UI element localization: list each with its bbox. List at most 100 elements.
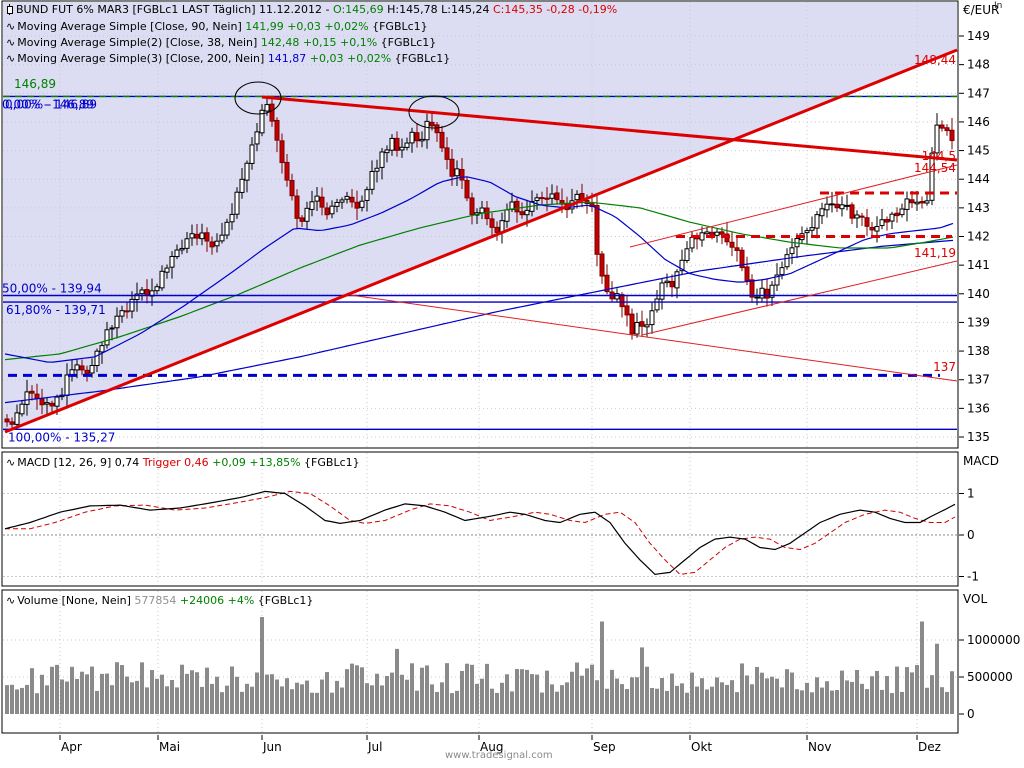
volume-bar (740, 663, 744, 714)
volume-bar (800, 690, 804, 714)
volume-bar (630, 677, 634, 714)
volume-bar (375, 673, 379, 714)
peak-ellipse[interactable] (408, 95, 460, 129)
volume-bar (210, 683, 214, 714)
header-segment: Moving Average Simple(2) [Close, 38, Nei… (17, 36, 261, 49)
ma200-header-line: ∿ Moving Average Simple(3) [Close, 200, N… (6, 51, 450, 66)
candle-up (64, 374, 70, 396)
volume-bar (875, 670, 879, 714)
volume-bar (885, 675, 889, 714)
volume-bar (755, 666, 759, 714)
header-segment: +0,09 +13,85% (212, 456, 301, 469)
candle-down (444, 147, 450, 160)
month-label: Mai (159, 740, 180, 754)
candle-down (34, 393, 40, 399)
month-label: Nov (808, 740, 831, 754)
volume-bar (460, 670, 464, 714)
volume-bar (390, 672, 394, 714)
volume-bar (915, 665, 919, 714)
candle-up (174, 249, 180, 258)
fib-level-label: 0,00% - 146,89 (2, 97, 94, 111)
month-label: Okt (691, 740, 712, 754)
candle-up (169, 255, 175, 268)
top-right-partial-text: In (994, 1, 1003, 11)
header-segment: O:145,69 (332, 3, 388, 16)
volume-bar (150, 670, 154, 714)
header-segment: MACD [12, 26, 9] 0,74 (17, 456, 143, 469)
candle-up (164, 267, 170, 273)
trendline-thin-falling[interactable] (349, 294, 958, 382)
peak-ellipse[interactable] (234, 81, 282, 115)
peak-ellipse-annotations[interactable] (234, 81, 460, 129)
trendline-thin-rising-lower[interactable] (641, 260, 958, 336)
macd-panel[interactable] (2, 452, 958, 586)
volume-bar (490, 688, 494, 714)
candle-up (819, 208, 825, 217)
candle-up (234, 191, 240, 215)
volume-bar (870, 676, 874, 714)
volume-bar (430, 684, 434, 714)
trendline-falling-resistance[interactable] (261, 95, 958, 162)
trendline-rising-support[interactable] (4, 48, 958, 434)
candle-down (449, 158, 455, 177)
candle-down (84, 369, 90, 375)
ma-line-ma38 (4, 176, 954, 363)
macd-series (4, 490, 956, 576)
volume-bar (235, 676, 239, 714)
trendline-thin-rising-upper[interactable] (629, 164, 958, 248)
candle-up (454, 168, 460, 177)
volume-bar (495, 692, 499, 714)
candle-down (744, 266, 750, 282)
volume-bar (570, 671, 574, 714)
candle-up (179, 247, 185, 251)
candle-up (109, 327, 115, 330)
candle-up (94, 350, 100, 366)
candle-up (159, 270, 165, 289)
candle-up (814, 214, 820, 229)
volume-bar (115, 662, 119, 714)
volume-bar (65, 681, 69, 714)
ma90-header-line: ∿ Moving Average Simple [Close, 90, Nein]… (6, 19, 428, 34)
month-label: Jun (262, 740, 282, 754)
candle-up (664, 280, 670, 284)
candle-down (669, 280, 675, 288)
price-tick-label: 143 (967, 201, 990, 215)
candle-up (874, 226, 880, 232)
ma-line-ma200 (4, 239, 954, 404)
candle-down (354, 201, 360, 209)
header-segment: +24006 +4% (179, 594, 255, 607)
volume-bar (880, 689, 884, 714)
candle-up (659, 282, 665, 300)
volume-bar (605, 688, 609, 714)
volume-bar (170, 680, 174, 714)
candle-down (884, 219, 890, 223)
trendlines[interactable] (4, 48, 958, 434)
volume-bar (305, 680, 309, 714)
volume-bar (715, 677, 719, 714)
volume-bars (5, 617, 954, 714)
header-segment: Trigger 0,46 (142, 456, 213, 469)
header-segment: 577854 (134, 594, 180, 607)
candle-up (359, 200, 365, 208)
candle-up (704, 231, 710, 235)
candle-up (839, 204, 845, 210)
candle-down (639, 321, 645, 327)
volume-bar (295, 682, 299, 714)
volume-bar (855, 669, 859, 714)
volume-bar (340, 687, 344, 714)
month-label: Sep (593, 740, 616, 754)
candle-up (879, 219, 885, 227)
candle-up (369, 170, 375, 190)
horizontal-levels[interactable] (3, 95, 957, 430)
volume-bar (905, 667, 909, 714)
candle-down (519, 211, 525, 216)
volume-bar (530, 674, 534, 714)
candle-down (494, 226, 500, 233)
candle-down (269, 103, 275, 122)
candle-up (219, 234, 225, 242)
candle-down (79, 365, 85, 371)
volume-bar (120, 665, 124, 714)
volume-bar (20, 687, 24, 714)
volume-bar (320, 679, 324, 714)
